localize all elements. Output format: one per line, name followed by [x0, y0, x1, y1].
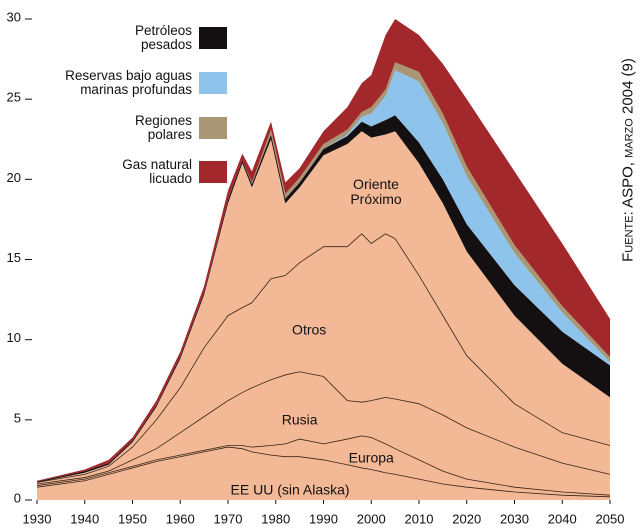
legend-swatch: [199, 72, 227, 94]
area-layer: [37, 233, 610, 484]
y-tick-label: 20: [7, 170, 21, 185]
x-tick-label: 1940: [70, 511, 99, 526]
area-layer: [37, 435, 610, 497]
y-tick-label: 5: [14, 410, 21, 425]
legend-label: Gas natural licuado: [122, 157, 192, 186]
y-tick-label: 25: [7, 90, 21, 105]
y-tick-label: 10: [7, 330, 21, 345]
layer-boundary: [36, 233, 611, 483]
layer-boundary: [36, 446, 611, 498]
area-label: Otros: [292, 321, 327, 338]
area-layer: [37, 371, 610, 496]
legend-swatch: [199, 161, 227, 183]
x-tick-label: 2050: [596, 511, 625, 526]
x-tick-label: 2000: [357, 511, 386, 526]
x-tick-label: 1980: [261, 511, 290, 526]
x-tick-label: 1950: [118, 511, 147, 526]
x-tick-label: 1990: [309, 511, 338, 526]
x-tick-label: 2020: [452, 511, 481, 526]
area-label: Rusia: [281, 411, 318, 428]
y-tick-label: 30: [7, 9, 21, 24]
legend-label: Reservas bajo aguas marinas profundas: [65, 68, 192, 97]
area-label: Oriente Próximo: [350, 176, 402, 208]
legend-label: Petróleos pesados: [134, 23, 192, 52]
x-tick-label: 2010: [405, 511, 434, 526]
layer-boundary: [36, 371, 611, 485]
area-layer: [37, 19, 610, 482]
layer-boundary: [36, 435, 611, 496]
legend-swatch: [199, 27, 227, 49]
x-tick-label: 1960: [166, 511, 195, 526]
y-tick-label: 0: [14, 490, 21, 505]
x-tick-label: 2040: [548, 511, 577, 526]
x-tick-label: 1970: [214, 511, 243, 526]
source-note: Fuente: ASPO, marzo 2004 (9): [619, 58, 637, 262]
x-tick-label: 2030: [500, 511, 529, 526]
area-label: EE UU (sin Alaska): [230, 481, 350, 498]
x-tick-label: 1930: [23, 511, 52, 526]
area-layer: [37, 62, 610, 482]
y-tick-label: 15: [7, 250, 21, 265]
area-layer: [37, 131, 610, 483]
legend-swatch: [199, 117, 227, 139]
area-layer: [37, 447, 610, 500]
legend-label: Regiones polares: [134, 113, 192, 142]
area-label: Europa: [348, 449, 394, 466]
